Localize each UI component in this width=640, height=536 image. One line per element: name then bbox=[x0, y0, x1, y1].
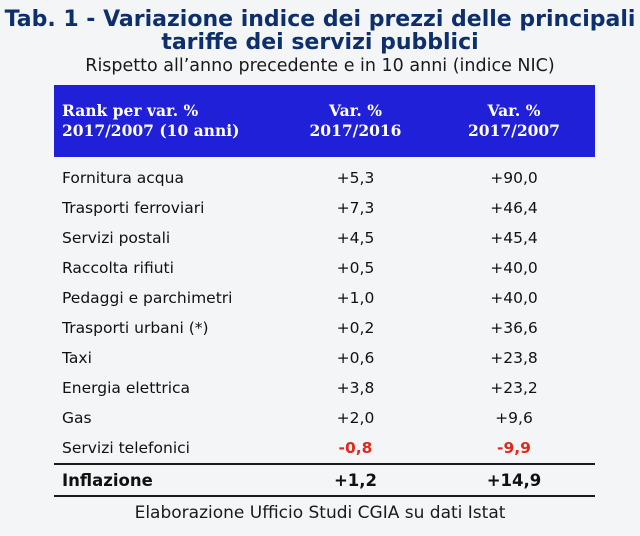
tariff-table: Rank per var. % 2017/2007 (10 anni) Var.… bbox=[54, 85, 595, 497]
table-row: Servizi telefonici -0,8 -9,9 bbox=[54, 433, 595, 464]
row-var-10y: +40,0 bbox=[490, 289, 538, 307]
row-var-10y: +9,6 bbox=[495, 409, 533, 427]
row-label: Taxi bbox=[62, 349, 92, 367]
total-row: Inflazione +1,2 +14,9 bbox=[54, 463, 595, 497]
row-var-1y: +1,0 bbox=[336, 289, 375, 307]
row-var-1y: +7,3 bbox=[336, 199, 375, 217]
table-row: Trasporti ferroviari +7,3 +46,4 bbox=[54, 193, 595, 223]
row-label: Trasporti urbani (*) bbox=[62, 319, 209, 337]
row-var-1y: +0,5 bbox=[336, 259, 375, 277]
row-var-1y: +4,5 bbox=[336, 229, 375, 247]
table-header-row: Rank per var. % 2017/2007 (10 anni) Var.… bbox=[54, 85, 595, 157]
row-label: Gas bbox=[62, 409, 92, 427]
total-var-10y: +14,9 bbox=[433, 463, 595, 497]
table-row: Gas +2,0 +9,6 bbox=[54, 403, 595, 433]
table-row: Energia elettrica +3,8 +23,2 bbox=[54, 373, 595, 403]
row-label: Raccolta rifiuti bbox=[62, 259, 174, 277]
table-row: Pedaggi e parchimetri +1,0 +40,0 bbox=[54, 283, 595, 313]
row-var-1y: +2,0 bbox=[336, 409, 375, 427]
row-var-10y: +36,6 bbox=[490, 319, 538, 337]
row-var-1y: +0,2 bbox=[336, 319, 375, 337]
page-subtitle: Rispetto all’anno precedente e in 10 ann… bbox=[85, 56, 555, 76]
row-label: Fornitura acqua bbox=[62, 169, 184, 187]
row-var-10y-negative: -9,9 bbox=[497, 439, 531, 457]
table-row: Fornitura acqua +5,3 +90,0 bbox=[54, 157, 595, 193]
header-rank-line2: 2017/2007 (10 anni) bbox=[62, 121, 240, 140]
total-label: Inflazione bbox=[54, 463, 278, 497]
row-var-10y: +46,4 bbox=[490, 199, 538, 217]
total-var-1y: +1,2 bbox=[278, 463, 433, 497]
row-var-10y: +23,8 bbox=[490, 349, 538, 367]
row-label: Trasporti ferroviari bbox=[62, 199, 205, 217]
table-row: Raccolta rifiuti +0,5 +40,0 bbox=[54, 253, 595, 283]
header-var-10y: Var. % 2017/2007 bbox=[433, 85, 595, 157]
row-label: Servizi telefonici bbox=[62, 439, 190, 457]
row-label: Servizi postali bbox=[62, 229, 171, 247]
header-var-1y-line1: Var. % bbox=[329, 101, 382, 120]
table-row: Servizi postali +4,5 +45,4 bbox=[54, 223, 595, 253]
table-row: Trasporti urbani (*) +0,2 +36,6 bbox=[54, 313, 595, 343]
row-var-1y-negative: -0,8 bbox=[338, 439, 373, 457]
page-title-line2: tariffe dei servizi pubblici bbox=[161, 30, 479, 55]
row-var-10y: +23,2 bbox=[490, 379, 538, 397]
header-var-10y-line2: 2017/2007 bbox=[468, 121, 560, 140]
header-var-1y: Var. % 2017/2016 bbox=[278, 85, 433, 157]
row-var-10y: +45,4 bbox=[490, 229, 538, 247]
header-var-1y-line2: 2017/2016 bbox=[309, 121, 402, 140]
table-row: Taxi +0,6 +23,8 bbox=[54, 343, 595, 373]
header-rank-line1: Rank per var. % bbox=[62, 101, 199, 120]
source-note: Elaborazione Ufficio Studi CGIA su dati … bbox=[134, 503, 506, 523]
header-var-10y-line1: Var. % bbox=[487, 101, 541, 120]
header-rank: Rank per var. % 2017/2007 (10 anni) bbox=[54, 85, 278, 157]
row-var-1y: +0,6 bbox=[336, 349, 375, 367]
page-title: Tab. 1 - Variazione indice dei prezzi de… bbox=[4, 7, 636, 32]
row-var-1y: +5,3 bbox=[336, 169, 375, 187]
row-var-10y: +40,0 bbox=[490, 259, 538, 277]
row-var-1y: +3,8 bbox=[336, 379, 375, 397]
row-label: Pedaggi e parchimetri bbox=[62, 289, 233, 307]
row-var-10y: +90,0 bbox=[490, 169, 538, 187]
row-label: Energia elettrica bbox=[62, 379, 191, 397]
